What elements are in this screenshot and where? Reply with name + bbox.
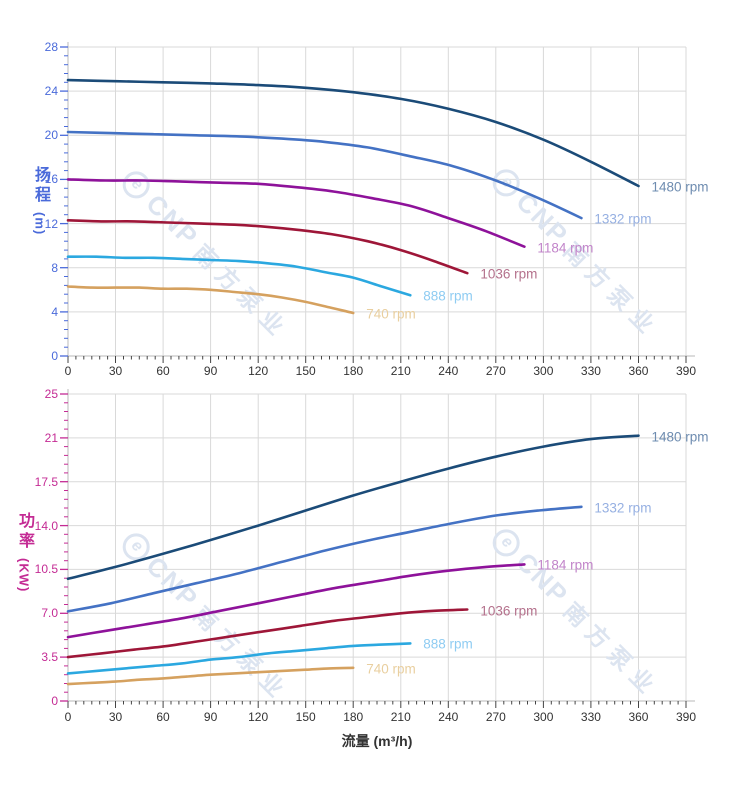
y-tick-label: 21 — [44, 430, 58, 445]
series-label-888-rpm: 888 rpm — [423, 288, 473, 304]
x-tick-label: 240 — [438, 364, 459, 378]
series-label-1036-rpm: 1036 rpm — [480, 603, 538, 619]
series-label-1332-rpm: 1332 rpm — [594, 500, 652, 516]
x-tick-label: 150 — [295, 364, 316, 378]
x-tick-label: 0 — [64, 364, 72, 378]
x-tick-label: 300 — [533, 364, 554, 378]
x-tick-label: 210 — [390, 364, 411, 378]
series-label-1480-rpm: 1480 rpm — [651, 429, 709, 445]
x-tick-label: 330 — [580, 364, 601, 378]
y-tick-label: 7.0 — [41, 606, 58, 621]
y-tick-label: 14.0 — [34, 518, 58, 533]
x-tick-label: 210 — [390, 710, 411, 724]
y-tick-label: 24 — [44, 84, 58, 99]
x-tick-label: 360 — [628, 710, 649, 724]
power-axis-title-text: 功率 — [16, 512, 33, 552]
x-tick-label: 330 — [580, 710, 601, 724]
x-tick-label: 90 — [203, 710, 218, 724]
head-axis-unit: (m) — [32, 212, 48, 236]
head-axis-title: 扬程 (m) — [28, 166, 52, 235]
x-tick-label: 30 — [108, 710, 123, 724]
head-axis-title-text: 扬程 — [32, 166, 49, 206]
y-tick-label: 3.5 — [41, 650, 58, 665]
x-tick-label: 360 — [628, 364, 649, 378]
y-tick-label: 17.5 — [34, 474, 58, 489]
x-tick-label: 120 — [248, 710, 269, 724]
y-tick-label: 16 — [44, 172, 58, 187]
y-tick-label: 0 — [51, 349, 58, 363]
series-label-740-rpm: 740 rpm — [366, 661, 416, 677]
y-tick-label: 0 — [51, 694, 58, 708]
y-tick-label: 8 — [51, 260, 58, 275]
x-tick-label: 180 — [343, 710, 364, 724]
y-tick-label: 4 — [51, 304, 58, 319]
x-tick-label: 270 — [485, 710, 506, 724]
x-tick-label: 60 — [156, 710, 170, 724]
series-label-1036-rpm: 1036 rpm — [480, 266, 538, 282]
x-tick-label: 150 — [295, 710, 316, 724]
x-tick-label: 120 — [248, 364, 269, 378]
flow-axis-title: 流量 (m³/h) — [341, 733, 413, 749]
x-tick-label: 240 — [438, 710, 459, 724]
y-tick-label: 12 — [44, 216, 58, 231]
series-label-1184-rpm: 1184 rpm — [537, 240, 594, 256]
x-tick-label: 180 — [343, 364, 364, 378]
x-tick-label: 270 — [485, 364, 506, 378]
x-tick-label: 300 — [533, 710, 554, 724]
series-label-1480-rpm: 1480 rpm — [651, 179, 709, 195]
y-tick-label: 20 — [44, 128, 58, 143]
x-tick-label: 30 — [108, 364, 123, 378]
series-label-1184-rpm: 1184 rpm — [537, 557, 594, 573]
series-label-1332-rpm: 1332 rpm — [594, 211, 652, 227]
x-tick-label: 390 — [675, 364, 697, 378]
x-tick-label: 390 — [675, 710, 697, 724]
y-tick-label: 25 — [44, 387, 58, 401]
y-tick-label: 10.5 — [34, 562, 58, 577]
x-tick-label: 0 — [64, 710, 72, 724]
x-tick-label: 90 — [203, 364, 218, 378]
power-axis-title: 功率 (KW) — [12, 512, 36, 592]
series-label-888-rpm: 888 rpm — [423, 636, 473, 652]
power-axis-unit: (KW) — [16, 558, 32, 593]
y-tick-label: 28 — [44, 39, 58, 54]
x-tick-label: 60 — [156, 364, 170, 378]
series-label-740-rpm: 740 rpm — [366, 306, 416, 322]
